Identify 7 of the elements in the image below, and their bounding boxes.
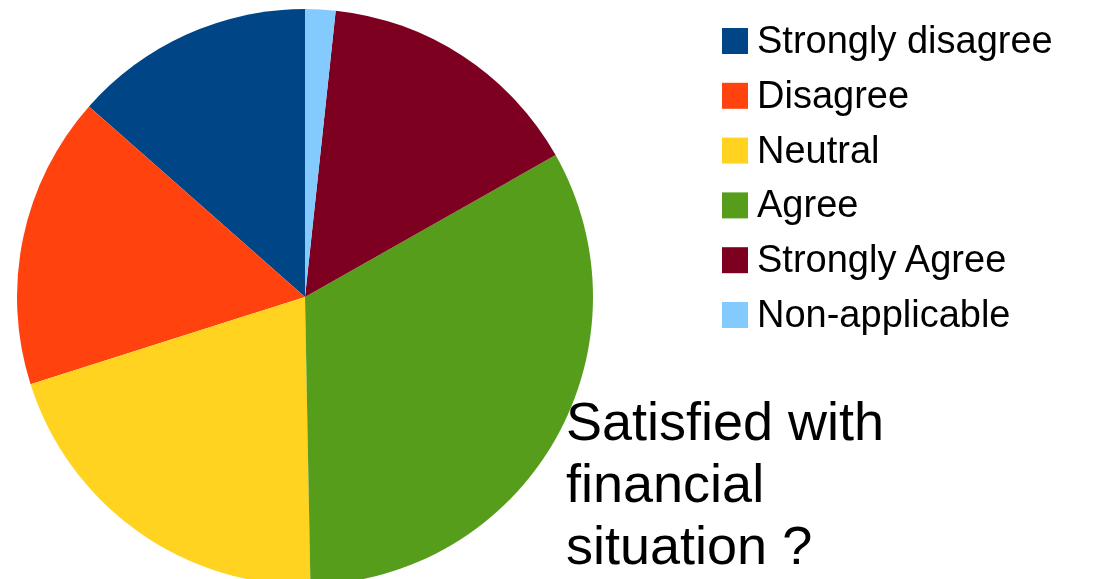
legend-label: Neutral [757, 128, 880, 171]
legend-label: Disagree [757, 73, 910, 116]
text: Satisfied with financial situation ? [566, 391, 885, 575]
legend-label: Strongly Agree [757, 238, 1007, 281]
legend-label: Strongly disagree [757, 19, 1053, 61]
legend-label: Non-applicable [757, 293, 1011, 335]
legend-label: Agree [757, 183, 859, 226]
